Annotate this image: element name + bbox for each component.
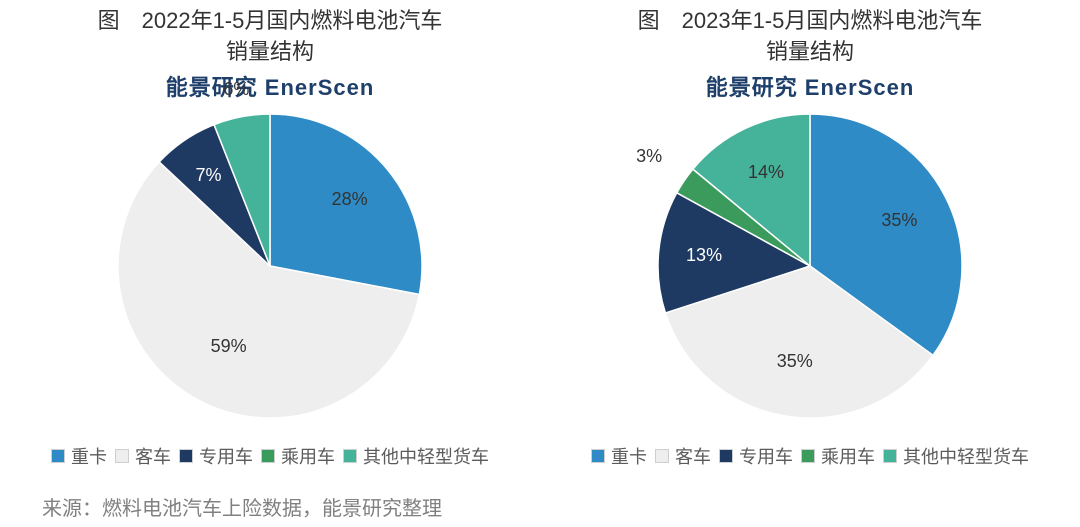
chart-area-right: 35% 35% 13% 3% 14%: [540, 102, 1080, 443]
chart-title-left: 图 2022年1-5月国内燃料电池汽车 销量结构: [98, 6, 443, 68]
legend-swatch-icon: [655, 449, 669, 463]
legend-item-其他中轻型货车: 其他中轻型货车: [343, 443, 489, 469]
slice-label-客车: 59%: [211, 336, 247, 357]
chart-title-right: 图 2023年1-5月国内燃料电池汽车 销量结构: [638, 6, 983, 68]
legend-item-乘用车: 乘用车: [261, 443, 335, 469]
brand-watermark-right: 能景研究 EnerScen: [706, 70, 915, 102]
legend-swatch-icon: [591, 449, 605, 463]
legend-item-客车: 客车: [655, 443, 711, 469]
legend-swatch-icon: [261, 449, 275, 463]
legend-swatch-icon: [883, 449, 897, 463]
slice-label-重卡: 28%: [332, 189, 368, 210]
legend-item-专用车: 专用车: [719, 443, 793, 469]
slice-label-重卡: 35%: [881, 210, 917, 231]
legend-swatch-icon: [801, 449, 815, 463]
chart-area-left: 28%59%7%6%: [0, 102, 540, 443]
legend-label: 乘用车: [281, 443, 335, 469]
pie-chart: [540, 102, 1080, 445]
slice-label-其他中轻型货车: 14%: [748, 162, 784, 183]
legend-label: 其他中轻型货车: [363, 443, 489, 469]
legend-label: 客车: [675, 443, 711, 469]
legend-label: 专用车: [199, 443, 253, 469]
legend-swatch-icon: [179, 449, 193, 463]
legend-label: 重卡: [71, 443, 107, 469]
panel-right: 图 2023年1-5月国内燃料电池汽车 销量结构 能景研究 EnerScen 3…: [540, 0, 1080, 475]
legend-item-乘用车: 乘用车: [801, 443, 875, 469]
slice-label-客车: 35%: [777, 351, 813, 372]
legend-swatch-icon: [343, 449, 357, 463]
panels-container: 图 2022年1-5月国内燃料电池汽车 销量结构 能景研究 EnerScen 2…: [0, 0, 1080, 475]
slice-label-专用车: 7%: [195, 165, 221, 186]
pie-chart: [0, 102, 540, 445]
panel-left: 图 2022年1-5月国内燃料电池汽车 销量结构 能景研究 EnerScen 2…: [0, 0, 540, 475]
legend-item-客车: 客车: [115, 443, 171, 469]
legend-label: 重卡: [611, 443, 647, 469]
brand-watermark-left: 能景研究 EnerScen: [166, 70, 375, 102]
legend-item-其他中轻型货车: 其他中轻型货车: [883, 443, 1029, 469]
legend-item-重卡: 重卡: [51, 443, 107, 469]
legend-label: 乘用车: [821, 443, 875, 469]
legend-label: 其他中轻型货车: [903, 443, 1029, 469]
legend-swatch-icon: [719, 449, 733, 463]
source-label: 来源：燃料电池汽车上险数据，能景研究整理: [42, 492, 442, 521]
legend-item-专用车: 专用车: [179, 443, 253, 469]
legend-label: 客车: [135, 443, 171, 469]
legend-label: 专用车: [739, 443, 793, 469]
legend-left: 重卡 客车 专用车 乘用车 其他中轻型货车: [23, 443, 517, 475]
slice-label-专用车: 13%: [686, 245, 722, 266]
slice-label-其他中轻型货车: 6%: [223, 79, 249, 100]
legend-item-重卡: 重卡: [591, 443, 647, 469]
slice-label-乘用车: 3%: [636, 146, 662, 167]
legend-swatch-icon: [51, 449, 65, 463]
legend-swatch-icon: [115, 449, 129, 463]
legend-right: 重卡 客车 专用车 乘用车 其他中轻型货车: [563, 443, 1057, 475]
